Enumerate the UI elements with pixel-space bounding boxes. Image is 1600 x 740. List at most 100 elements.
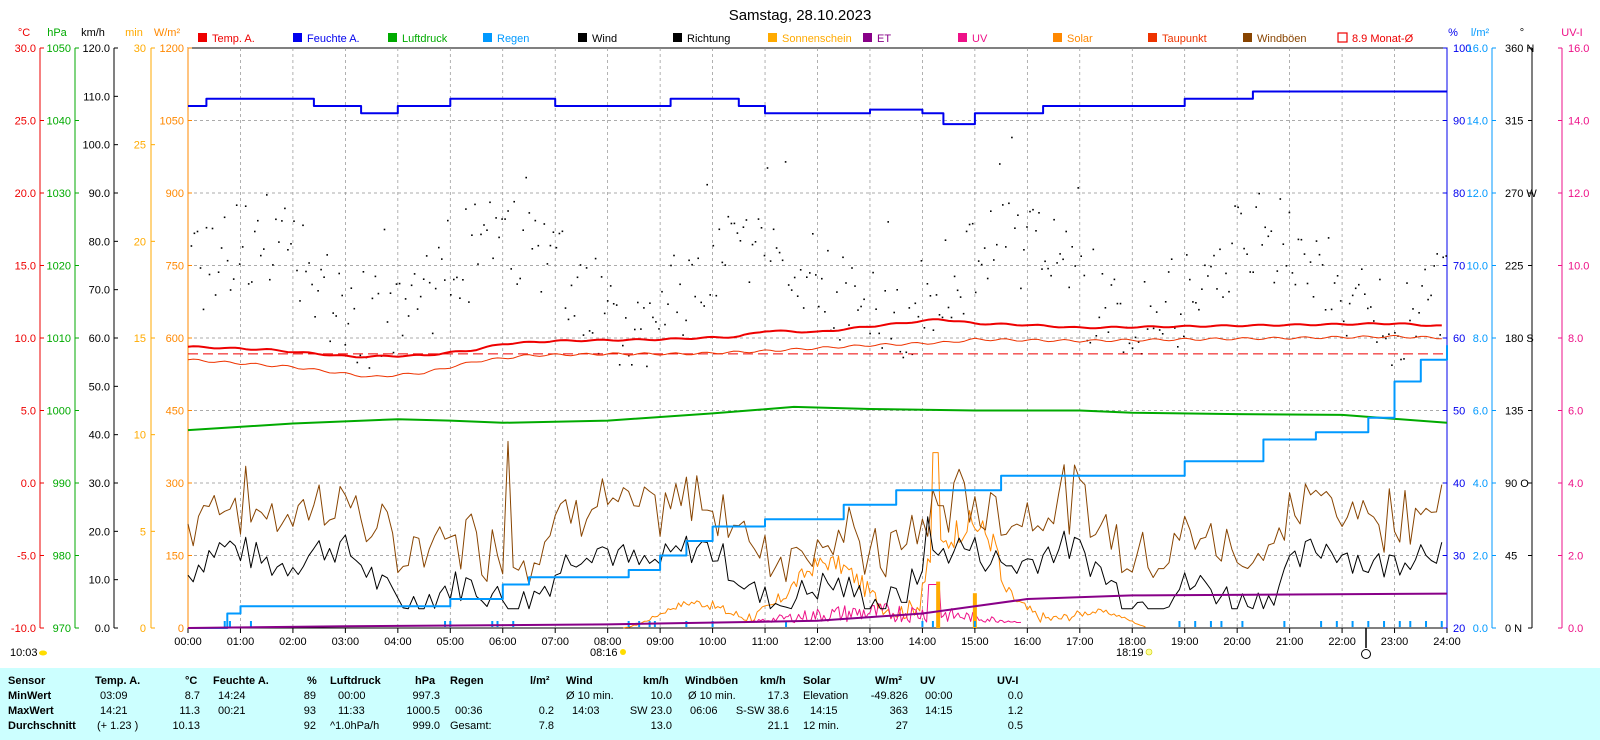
wind-direction-dot (917, 315, 920, 318)
wind-direction-dot (947, 306, 950, 309)
wind-direction-dot (555, 246, 558, 249)
time-tick-label: 21:00 (1276, 636, 1304, 648)
wind-direction-dot (932, 329, 935, 331)
wind-direction-dot (1379, 278, 1381, 281)
rain-total-label: Gesamt: (450, 720, 492, 732)
wind-direction-dot (335, 315, 337, 317)
wind-direction-dot (1345, 334, 1348, 337)
wind-direction-dot (1373, 320, 1375, 322)
legend: Temp. A. Feuchte A. Luftdruck Regen Wind Rich… (198, 32, 1414, 45)
sun-markers: 08:16 18:19 10:03 (10, 628, 1371, 659)
wind-direction-dot (1403, 358, 1405, 360)
solar-tick-label: 900 (166, 188, 184, 200)
wind-direction-dot (812, 233, 814, 235)
wind-direction-dot (407, 315, 410, 317)
temp-avg-note: (+ 1.23 ) (97, 720, 139, 732)
humidity-tick-label: 30 (1453, 551, 1465, 563)
wind-direction-dot (615, 304, 618, 306)
wind-direction-dot (1020, 287, 1022, 290)
wind-direction-dot (1131, 347, 1134, 349)
wind-direction-dot (999, 163, 1001, 165)
wind-direction-dot (1445, 255, 1447, 257)
rain-tick-label: 2.0 (1473, 551, 1488, 563)
wind-direction-dot (311, 283, 313, 286)
solar-avg: 27 (895, 720, 908, 732)
sunmin-axis-unit: min (125, 27, 143, 39)
wind-direction-dot (474, 203, 476, 206)
solar-tick-label: 1200 (160, 43, 184, 55)
wind-direction-dot (655, 321, 657, 323)
wind-direction-dot (1032, 208, 1034, 211)
wind-direction-dot (353, 307, 356, 310)
humidity-min-time: 14:24 (218, 690, 246, 702)
direction-tick-label: 135 (1505, 406, 1523, 418)
wind-direction-dot (1367, 307, 1369, 310)
temp-tick-label: 20.0 (15, 188, 36, 200)
wind-direction-dot (537, 244, 540, 247)
wind-direction-dot (1002, 204, 1004, 206)
wind-direction-dot (603, 312, 606, 315)
wind-direction-dot (1418, 312, 1420, 314)
wind-direction-dot (1204, 264, 1206, 267)
wind-direction-dot (247, 283, 250, 285)
uv-min-time: 00:00 (925, 690, 953, 702)
wind-direction-dot (519, 277, 521, 280)
solar-axis-unit: W/m² (154, 27, 181, 39)
wind-direction-dot (226, 259, 229, 262)
wind-direction-dot (676, 311, 678, 314)
wind-direction-dot (1394, 332, 1396, 334)
wind-direction-dot (1300, 238, 1303, 241)
wind-direction-dot (594, 257, 597, 260)
legend-square-icon (768, 33, 777, 42)
row-header-avg: Durchschnitt (8, 720, 76, 732)
wind-direction-dot (1005, 246, 1007, 248)
legend-label: Solar (1067, 33, 1093, 45)
wind-direction-dot (959, 296, 962, 298)
wind-direction-dot (1436, 253, 1438, 255)
wind-direction-dot (1391, 364, 1393, 366)
wind-direction-dot (389, 292, 392, 294)
wind-direction-dot (908, 307, 911, 309)
wind-direction-dot (1104, 307, 1107, 309)
wind-direction-dot (742, 226, 745, 228)
wind-direction-dot (1291, 272, 1294, 274)
wind-direction-dot (241, 246, 244, 248)
wind-direction-dot (1095, 335, 1098, 337)
wind-direction-dot (214, 294, 217, 296)
wind-direction-dot (1339, 300, 1342, 302)
wind-max: SW 23.0 (629, 705, 672, 717)
temp-tick-label: 15.0 (15, 261, 36, 273)
wind-direction-dot (480, 233, 482, 236)
wind-direction-dot (1439, 334, 1441, 336)
wind-direction-dot (733, 222, 736, 225)
wind-direction-dot (208, 273, 211, 276)
wind-direction-dot (929, 295, 932, 297)
rain-total: 7.8 (538, 720, 554, 732)
wind-direction-dot (667, 303, 669, 305)
wind-direction-dot (293, 220, 295, 222)
wind-direction-dot (531, 248, 534, 250)
uvi-tick-label: 8.0 (1568, 333, 1583, 345)
time-tick-label: 23:00 (1381, 636, 1409, 648)
wind-direction-dot (857, 309, 859, 311)
wind-direction-dot (1198, 308, 1200, 311)
time-tick-label: 05:00 (437, 636, 465, 648)
wind-direction-dot (790, 289, 793, 291)
legend-square-icon (198, 33, 207, 42)
time-tick-label: 16:00 (1014, 636, 1042, 648)
time-tick-label: 07:00 (541, 636, 569, 648)
rain-event-tick (1425, 621, 1428, 627)
wind-direction-dot (471, 234, 473, 236)
wind-direction-dot (326, 254, 328, 256)
solar-line (623, 452, 1146, 629)
wind-unit: km/h (643, 675, 669, 687)
wind-direction-dot (425, 255, 428, 257)
wind-direction-dot (971, 222, 974, 225)
sunmin-tick-label: 0 (140, 623, 146, 635)
legend-square-icon (483, 33, 492, 42)
wind-tick-label: 80.0 (89, 236, 110, 248)
wind-direction-dot (1059, 253, 1061, 255)
rain-event-tick (1383, 621, 1386, 627)
sunmin-tick-label: 15 (134, 333, 146, 345)
wind-direction-dot (974, 291, 977, 294)
